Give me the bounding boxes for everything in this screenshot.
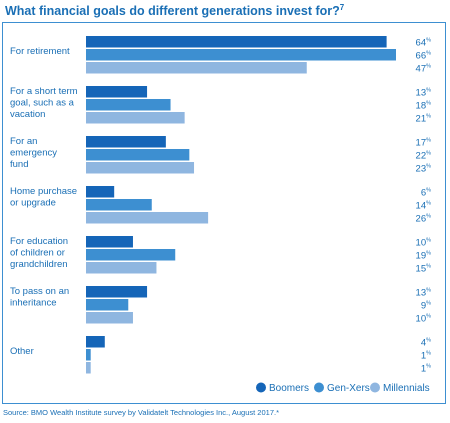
- bar-boomers: [86, 86, 148, 98]
- category-label: of children or: [10, 248, 65, 259]
- category-label: inheritance: [10, 298, 56, 309]
- bar-boomers: [86, 136, 166, 148]
- value-label: 4%: [421, 338, 431, 349]
- category-label: fund: [10, 159, 29, 170]
- value-label: 23%: [416, 164, 432, 175]
- bar-gen-xers: [86, 349, 91, 361]
- value-label: 6%: [421, 188, 431, 199]
- value-label: 10%: [416, 238, 432, 249]
- value-label: 21%: [416, 114, 432, 125]
- bar-millennials: [86, 362, 91, 374]
- category-label: goal, such as a: [10, 98, 75, 109]
- bar-millennials: [86, 112, 185, 124]
- legend-label: Millennials: [383, 383, 430, 394]
- value-label: 19%: [416, 251, 432, 262]
- value-label: 64%: [416, 38, 432, 49]
- chart-frame: For retirement 64% 66% 47% For a short term g…: [2, 22, 446, 404]
- value-label: 13%: [416, 88, 432, 99]
- value-label: 15%: [416, 264, 432, 275]
- bar-millennials: [86, 162, 195, 174]
- value-label: 47%: [416, 64, 432, 75]
- bar-boomers: [86, 286, 148, 298]
- bar-gen-xers: [86, 99, 171, 111]
- value-label: 17%: [416, 138, 432, 149]
- value-label: 13%: [416, 288, 432, 299]
- legend-marker: [256, 382, 266, 393]
- category-label: For an: [10, 136, 37, 147]
- value-label: 10%: [416, 314, 432, 325]
- chart-title: What financial goals do different genera…: [5, 3, 345, 19]
- bar-boomers: [86, 336, 105, 348]
- bar-gen-xers: [86, 299, 129, 311]
- bar-gen-xers: [86, 199, 152, 211]
- category-label: For a short term: [10, 86, 78, 97]
- category-label: grandchildren: [10, 259, 68, 270]
- legend-marker: [314, 382, 324, 393]
- bar-gen-xers: [86, 249, 176, 261]
- category-label: emergency: [10, 148, 57, 159]
- category-label: Other: [10, 346, 34, 357]
- category-label: vacation: [10, 109, 45, 120]
- bar-millennials: [86, 312, 133, 324]
- category-label: For education: [10, 236, 68, 247]
- value-label: 26%: [416, 214, 432, 225]
- category-label: Home purchase: [10, 186, 77, 197]
- bar-millennials: [86, 62, 307, 74]
- category-label: or upgrade: [10, 198, 56, 209]
- legend-marker: [370, 382, 380, 393]
- bar-millennials: [86, 212, 209, 224]
- value-label: 9%: [421, 301, 431, 312]
- legend-label: Gen-Xers: [327, 383, 370, 394]
- bar-boomers: [86, 36, 387, 48]
- source-note: Source: BMO Wealth Institute survey by V…: [3, 408, 279, 417]
- bar-gen-xers: [86, 49, 396, 61]
- category-label: For retirement: [10, 46, 70, 57]
- value-label: 14%: [416, 201, 432, 212]
- value-label: 1%: [421, 351, 431, 362]
- bar-gen-xers: [86, 149, 190, 161]
- category-label: To pass on an: [10, 286, 69, 297]
- value-label: 22%: [416, 151, 432, 162]
- value-label: 1%: [421, 364, 431, 375]
- bar-boomers: [86, 186, 115, 198]
- bar-boomers: [86, 236, 133, 248]
- value-label: 18%: [416, 101, 432, 112]
- bar-millennials: [86, 262, 157, 274]
- title-footnote: 7: [339, 3, 345, 12]
- value-label: 66%: [416, 51, 432, 62]
- legend-label: Boomers: [269, 383, 309, 394]
